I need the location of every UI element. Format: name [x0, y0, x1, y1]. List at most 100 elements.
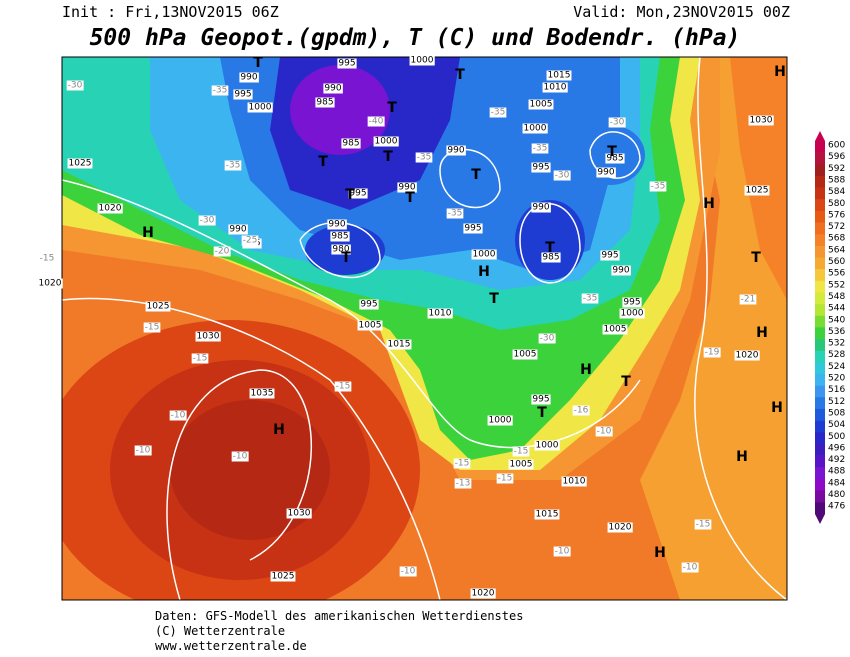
pressure-center: H — [703, 196, 715, 212]
label-box — [522, 123, 548, 134]
colorbar-band — [815, 280, 825, 293]
map-label: 1000 — [489, 416, 512, 426]
map-label: -20 — [215, 247, 230, 257]
map-label: 990 — [324, 84, 341, 94]
label-box — [487, 415, 513, 426]
colorbar-label: 484 — [828, 478, 845, 488]
map-label: -35 — [533, 144, 548, 154]
label-box — [496, 473, 514, 484]
map-label: -10 — [136, 446, 151, 456]
map-label: -30 — [555, 171, 570, 181]
label-box — [97, 203, 123, 214]
map-label: 980 — [332, 245, 349, 255]
map-label: 1015 — [548, 71, 571, 81]
label-box — [357, 320, 383, 331]
map-label: -21 — [741, 295, 756, 305]
label-box — [446, 208, 464, 219]
map-label: 1025 — [69, 159, 92, 169]
colorbar-label: 564 — [828, 245, 845, 255]
colorbar-label: 492 — [828, 455, 845, 465]
label-box — [286, 508, 312, 519]
pressure-center: H — [478, 264, 490, 280]
colorbar-band — [815, 385, 825, 398]
label-box — [399, 566, 417, 577]
label-box — [211, 85, 229, 96]
label-box — [415, 152, 433, 163]
label-box — [233, 89, 253, 100]
label-box — [446, 145, 466, 156]
colorbar-label: 572 — [828, 222, 845, 232]
map-label: 985 — [542, 253, 559, 263]
pressure-center: T — [387, 100, 397, 116]
label-box — [619, 308, 645, 319]
colorbar-band — [815, 502, 825, 515]
colorbar-label: 532 — [828, 339, 845, 349]
map-label: 985 — [331, 232, 348, 242]
pressure-center: H — [273, 422, 285, 438]
colorbar-band — [815, 490, 825, 503]
map-label: 1000 — [473, 250, 496, 260]
map-label: 1035 — [251, 389, 274, 399]
map-label: -16 — [574, 406, 589, 416]
map-label: -35 — [213, 86, 228, 96]
label-box — [330, 231, 350, 242]
label-box — [596, 167, 616, 178]
label-box — [198, 215, 216, 226]
label-box — [572, 405, 590, 416]
map-label: 990 — [240, 73, 257, 83]
map-label: 1005 — [514, 350, 537, 360]
map-label: 995 — [234, 90, 251, 100]
map-label: 1005 — [604, 325, 627, 335]
label-box — [373, 136, 399, 147]
map-label: 1000 — [411, 56, 434, 66]
colorbar-band — [815, 234, 825, 247]
map-label: 995 — [601, 251, 618, 261]
map-label: 1005 — [359, 321, 382, 331]
valid-time: Valid: Mon,23NOV2015 00Z — [573, 3, 790, 21]
label-box — [427, 308, 453, 319]
colorbar-band — [815, 478, 825, 491]
map-label: 1010 — [544, 83, 567, 93]
colorbar-label: 556 — [828, 269, 845, 279]
map-label: 1010 — [429, 309, 452, 319]
map-label: 1020 — [736, 351, 759, 361]
label-box — [600, 250, 620, 261]
colorbar-band — [815, 362, 825, 375]
colorbar-label: 576 — [828, 210, 845, 220]
colorbar-band — [815, 152, 825, 165]
label-box — [143, 322, 161, 333]
map-label: -35 — [651, 182, 666, 192]
map-label: 1000 — [249, 103, 272, 113]
map-label: -10 — [401, 567, 416, 577]
colorbar-band — [815, 467, 825, 480]
label-box — [531, 394, 551, 405]
colorbar-label: 588 — [828, 175, 845, 185]
map-label: 1000 — [524, 124, 547, 134]
map-label: -15 — [193, 354, 208, 364]
label-box — [553, 170, 571, 181]
label-box — [541, 252, 561, 263]
colorbar-label: 544 — [828, 304, 845, 314]
label-box — [581, 293, 599, 304]
map-label: 1025 — [272, 572, 295, 582]
map-label: 985 — [316, 98, 333, 108]
colorbar-band — [815, 374, 825, 386]
map-label: 1005 — [510, 460, 533, 470]
colorbar-label: 596 — [828, 152, 845, 162]
label-box — [331, 244, 351, 255]
label-box — [341, 138, 361, 149]
pressure-center: H — [142, 225, 154, 241]
map-label: -35 — [417, 153, 432, 163]
label-box — [531, 202, 551, 213]
label-box — [471, 249, 497, 260]
colorbar-label: 536 — [828, 327, 845, 337]
label-box — [327, 219, 347, 230]
label-box — [213, 246, 231, 257]
map-label: 990 — [229, 225, 246, 235]
pressure-center: T — [345, 187, 355, 203]
label-box — [348, 188, 368, 199]
map-label: 985 — [342, 139, 359, 149]
colorbar-label: 520 — [828, 374, 845, 384]
label-box — [195, 331, 221, 342]
label-box — [542, 82, 568, 93]
